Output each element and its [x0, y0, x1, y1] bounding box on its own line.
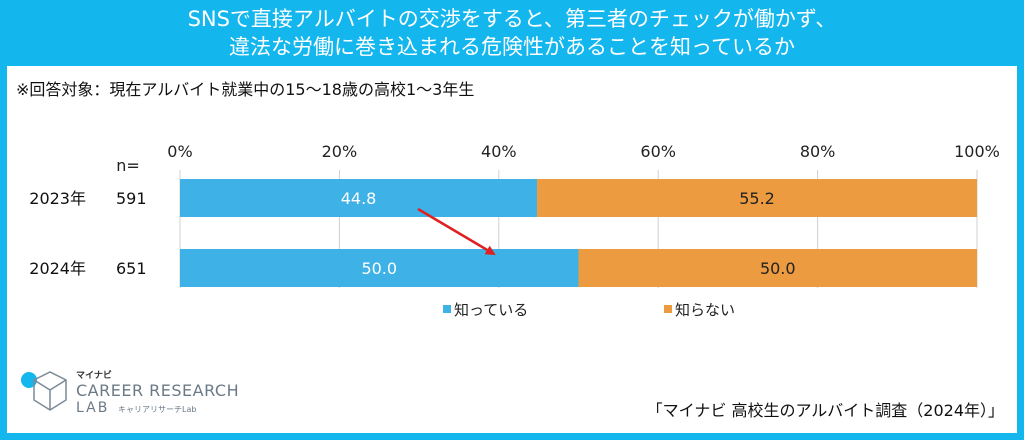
chart-title: SNSで直接アルバイトの交渉をすると、第三者のチェックが働かず、 違法な労働に巻…: [0, 0, 1024, 66]
x-tick-label: 60%: [640, 142, 676, 161]
x-tick-label: 100%: [954, 142, 1000, 161]
logo-mynavi-text: マイナビ: [76, 371, 112, 381]
bar-segment: [537, 179, 977, 217]
n-label: n=: [116, 156, 140, 175]
data-label: 50.0: [760, 259, 796, 278]
logo-kana-text: キャリアリサーチLab: [118, 405, 197, 414]
legend-label: 知らない: [675, 301, 735, 319]
data-label: 50.0: [361, 259, 397, 278]
source-caption: 「マイナビ 高校生のアルバイト調査（2024年）」: [646, 401, 1004, 420]
respondent-note: ※回答対象：現在アルバイト就業中の15～18歳の高校1～3年生: [16, 80, 475, 99]
legend-label: 知っている: [454, 301, 528, 319]
x-tick-label: 20%: [322, 142, 358, 161]
n-value: 591: [116, 189, 147, 208]
data-label: 44.8: [341, 189, 377, 208]
x-tick-label: 40%: [481, 142, 517, 161]
category-label: 2023年: [29, 189, 86, 208]
data-label: 55.2: [739, 189, 775, 208]
legend-swatch: [664, 305, 672, 313]
bar-segment: [578, 249, 977, 287]
x-tick-label: 0%: [167, 142, 192, 161]
legend-swatch: [443, 305, 451, 313]
category-label: 2024年: [29, 259, 86, 278]
bar-segment: [180, 179, 538, 217]
trend-arrow: [417, 207, 496, 256]
logo-mark-icon: [21, 371, 67, 411]
title-line-1: SNSで直接アルバイトの交渉をすると、第三者のチェックが働かず、: [187, 7, 837, 31]
logo-career-research-text: CAREER RESEARCH: [76, 381, 240, 400]
x-tick-label: 80%: [800, 142, 836, 161]
n-value: 651: [116, 259, 147, 278]
title-line-2: 違法な労働に巻き込まれる危険性があることを知っているか: [229, 35, 795, 59]
bar-segment: [180, 249, 579, 287]
logo-lab-text: LAB: [76, 400, 110, 416]
